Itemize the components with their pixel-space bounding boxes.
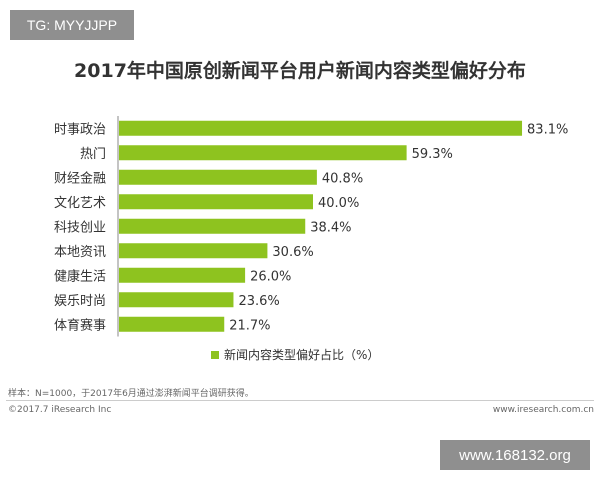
footer-website: www.iresearch.com.cn	[492, 405, 594, 415]
value-label: 40.8%	[322, 171, 363, 186]
category-label: 本地资讯	[54, 245, 106, 260]
value-label: 83.1%	[527, 122, 568, 137]
bar	[119, 145, 407, 161]
value-label: 26.0%	[250, 269, 291, 284]
bar	[119, 267, 246, 283]
value-label: 30.6%	[272, 245, 313, 260]
category-label: 文化艺术	[54, 196, 106, 211]
category-label: 财经金融	[54, 170, 106, 186]
value-label: 21.7%	[229, 318, 270, 333]
bar	[119, 243, 268, 259]
footer-divider	[6, 400, 594, 401]
chart-legend: 新闻内容类型偏好占比（%）	[211, 346, 379, 363]
watermark-top-badge: TG: MYYJJPP	[10, 10, 134, 40]
category-label: 健康生活	[54, 268, 106, 284]
category-label: 体育赛事	[54, 317, 106, 333]
value-label: 23.6%	[238, 294, 279, 309]
value-label: 38.4%	[310, 220, 351, 235]
bar	[119, 120, 523, 136]
value-label: 40.0%	[318, 196, 359, 211]
legend-label: 新闻内容类型偏好占比（%）	[224, 348, 380, 362]
bar	[119, 194, 313, 210]
category-label: 科技创业	[54, 220, 106, 235]
sample-footnote: 样本：N=1000，于2017年6月通过澎湃新闻平台调研获得。	[8, 389, 254, 399]
category-label: 热门	[80, 147, 106, 162]
bar	[119, 218, 306, 234]
value-label: 59.3%	[412, 147, 453, 162]
watermark-bottom-badge: www.168132.org	[440, 440, 590, 470]
footer-copyright: ©2017.7 iResearch Inc	[8, 405, 112, 415]
chart-title: 2017年中国原创新闻平台用户新闻内容类型偏好分布	[74, 60, 526, 82]
category-label: 娱乐时尚	[54, 294, 106, 309]
bar	[119, 316, 225, 332]
category-label: 时事政治	[54, 122, 106, 137]
bar	[119, 169, 317, 185]
bar	[119, 292, 234, 308]
legend-swatch	[211, 350, 219, 359]
